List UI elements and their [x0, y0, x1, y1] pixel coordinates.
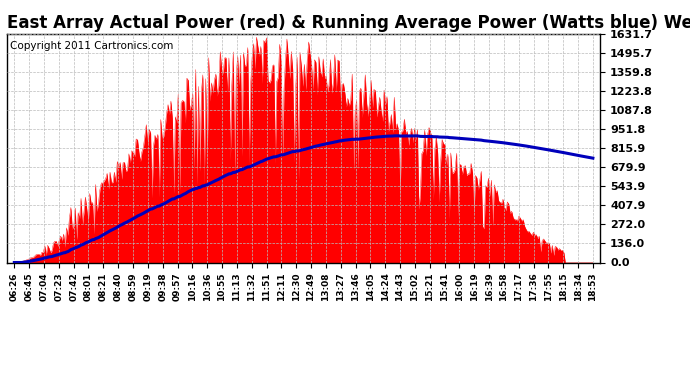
Text: Copyright 2011 Cartronics.com: Copyright 2011 Cartronics.com — [10, 40, 173, 51]
Text: East Array Actual Power (red) & Running Average Power (Watts blue) Wed Apr 13 19: East Array Actual Power (red) & Running … — [7, 14, 690, 32]
